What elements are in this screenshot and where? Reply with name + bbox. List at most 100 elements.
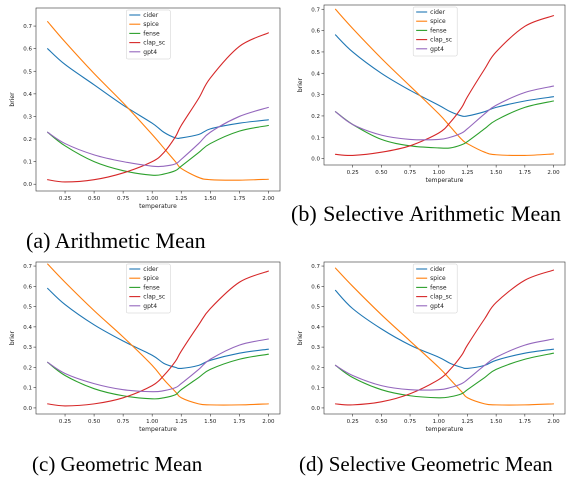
plot-frame bbox=[35, 261, 281, 415]
x-tick-label: 0.50 bbox=[88, 419, 101, 425]
caption-a: (a) Arithmetic Mean bbox=[26, 228, 206, 253]
chart-d-svg: 0.0 0.1 0.2 0.3 0.4 0.5 0.6 0.7 0.25 0.50 0.75 1.00… bbox=[297, 261, 566, 433]
legend-label-spice: spice bbox=[143, 275, 159, 282]
legend-label-clap-sc: clap_sc bbox=[430, 294, 452, 301]
y-tick-label: 0.4 bbox=[311, 325, 320, 331]
legend-label-cider: cider bbox=[430, 9, 445, 16]
y-tick-label: 0.1 bbox=[311, 135, 320, 141]
legend-label-fense: fense bbox=[430, 284, 447, 291]
plot-frame bbox=[323, 261, 566, 415]
y-tick-label: 0.6 bbox=[23, 284, 32, 290]
y-tick-label: 0.4 bbox=[311, 71, 320, 77]
x-tick-label: 0.25 bbox=[347, 170, 360, 176]
legend-label-clap-sc: clap_sc bbox=[430, 37, 452, 44]
x-tick-label: 0.25 bbox=[59, 419, 72, 425]
y-tick-label: 0.0 bbox=[311, 157, 320, 163]
y-tick-label: 0.3 bbox=[23, 345, 32, 351]
x-tick-label: 1.50 bbox=[490, 170, 503, 176]
series-line-fense bbox=[47, 353, 269, 400]
y-axis-label: brier bbox=[9, 92, 16, 107]
caption-d: (d) Selective Geometric Mean bbox=[299, 452, 553, 476]
y-tick-label: 0.7 bbox=[311, 7, 320, 13]
x-axis-label: temperature bbox=[426, 426, 464, 433]
series-line-gpt4 bbox=[334, 85, 555, 141]
x-tick-label: 1.25 bbox=[461, 170, 474, 176]
x-tick-label: 1.00 bbox=[146, 196, 159, 202]
x-axis-label: temperature bbox=[426, 177, 464, 184]
x-tick-label: 1.50 bbox=[490, 419, 503, 425]
y-tick-label: 0.5 bbox=[23, 305, 32, 311]
y-tick-label: 0.4 bbox=[23, 92, 32, 98]
y-tick-label: 0.2 bbox=[311, 365, 320, 371]
x-tick-label: 0.50 bbox=[375, 170, 388, 176]
x-tick-label: 2.00 bbox=[262, 196, 275, 202]
y-tick-label: 0.5 bbox=[311, 50, 320, 56]
y-tick-label: 0.0 bbox=[23, 406, 32, 412]
x-tick-label: 2.00 bbox=[547, 419, 560, 425]
legend-box bbox=[126, 9, 171, 60]
series-line-cider bbox=[334, 289, 555, 370]
series-line-fense bbox=[334, 100, 555, 149]
x-tick-label: 1.50 bbox=[204, 196, 217, 202]
caption-b: (b) Selective Arithmetic Mean bbox=[291, 201, 561, 226]
y-tick-label: 0.1 bbox=[23, 386, 32, 392]
x-tick-label: 1.00 bbox=[146, 419, 159, 425]
x-tick-label: 0.50 bbox=[88, 196, 101, 202]
y-tick-label: 0.6 bbox=[311, 284, 320, 290]
legend-label-spice: spice bbox=[430, 275, 446, 282]
x-tick-label: 1.00 bbox=[433, 170, 446, 176]
chart-panel-a: 0.0 0.1 0.2 0.3 0.4 0.5 0.6 0.7 0.25 0.50 0.75 1.00… bbox=[0, 0, 286, 215]
legend-label-cider: cider bbox=[143, 266, 158, 273]
legend-label-clap-sc: clap_sc bbox=[143, 294, 165, 301]
y-tick-label: 0.5 bbox=[23, 69, 32, 75]
chart-c-svg: 0.0 0.1 0.2 0.3 0.4 0.5 0.6 0.7 0.25 0.50 0.75 1.00… bbox=[9, 261, 281, 433]
y-axis-label: brier bbox=[9, 330, 16, 345]
x-tick-label: 1.75 bbox=[233, 196, 246, 202]
caption-c: (c) Geometric Mean bbox=[32, 452, 203, 476]
x-tick-label: 2.00 bbox=[547, 170, 560, 176]
x-tick-label: 0.75 bbox=[117, 419, 130, 425]
series-line-spice bbox=[334, 8, 555, 156]
x-tick-label: 1.75 bbox=[519, 419, 532, 425]
legend-label-gpt4: gpt4 bbox=[143, 303, 157, 310]
y-tick-label: 0.7 bbox=[23, 264, 32, 270]
y-tick-label: 0.5 bbox=[311, 305, 320, 311]
series-line-gpt4 bbox=[47, 106, 269, 168]
y-tick-label: 0.7 bbox=[311, 264, 320, 270]
x-axis-label: temperature bbox=[139, 426, 177, 433]
y-tick-label: 0.4 bbox=[23, 325, 32, 331]
legend-box bbox=[412, 6, 458, 57]
series-line-gpt4 bbox=[334, 338, 555, 391]
legend-label-cider: cider bbox=[430, 266, 445, 273]
chart-b-svg: 0.0 0.1 0.2 0.3 0.4 0.5 0.6 0.7 0.25 0.50 0.75 1.00… bbox=[297, 4, 566, 184]
series-line-clap-sc bbox=[47, 270, 269, 407]
series-line-clap-sc bbox=[334, 15, 555, 157]
series-line-fense bbox=[47, 124, 269, 176]
x-tick-label: 1.25 bbox=[175, 196, 188, 202]
chart-a-svg: 0.0 0.1 0.2 0.3 0.4 0.5 0.6 0.7 0.25 0.50 0.75 1.00… bbox=[9, 7, 281, 210]
series-line-clap-sc bbox=[47, 32, 269, 183]
y-tick-label: 0.2 bbox=[23, 365, 32, 371]
y-tick-label: 0.1 bbox=[23, 160, 32, 166]
plot-frame bbox=[323, 4, 566, 166]
legend-label-spice: spice bbox=[430, 18, 446, 25]
series-line-fense bbox=[334, 352, 555, 399]
y-axis-label: brier bbox=[297, 330, 304, 345]
x-tick-label: 0.75 bbox=[404, 170, 417, 176]
legend-label-gpt4: gpt4 bbox=[143, 49, 157, 56]
legend-label-fense: fense bbox=[143, 30, 160, 37]
y-tick-label: 0.2 bbox=[311, 114, 320, 120]
y-tick-label: 0.7 bbox=[23, 24, 32, 30]
y-tick-label: 0.6 bbox=[23, 47, 32, 53]
legend-label-fense: fense bbox=[143, 284, 160, 291]
legend-box bbox=[126, 263, 171, 314]
legend-label-spice: spice bbox=[143, 21, 159, 28]
legend-label-cider: cider bbox=[143, 12, 158, 19]
chart-panel-b: 0.0 0.1 0.2 0.3 0.4 0.5 0.6 0.7 0.25 0.50 0.75 1.00… bbox=[286, 0, 573, 190]
series-line-gpt4 bbox=[47, 338, 269, 393]
series-line-clap-sc bbox=[334, 269, 555, 406]
x-tick-label: 0.50 bbox=[375, 419, 388, 425]
x-tick-label: 1.50 bbox=[204, 419, 217, 425]
chart-panel-d: 0.0 0.1 0.2 0.3 0.4 0.5 0.6 0.7 0.25 0.50 0.75 1.00… bbox=[286, 256, 573, 439]
legend-label-gpt4: gpt4 bbox=[430, 303, 444, 310]
